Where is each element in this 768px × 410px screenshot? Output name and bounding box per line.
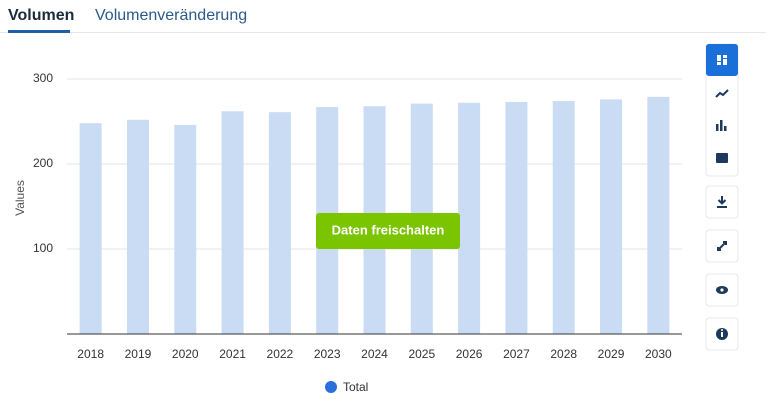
x-tick-label: 2020 bbox=[172, 347, 199, 361]
bar bbox=[174, 124, 197, 335]
bar bbox=[79, 123, 102, 334]
bar bbox=[552, 101, 575, 334]
bar bbox=[221, 111, 244, 334]
legend-label: Total bbox=[343, 380, 368, 394]
toolbar-table[interactable] bbox=[716, 153, 728, 163]
y-axis-label: Values bbox=[13, 180, 27, 216]
button-label[interactable]: Daten freischalten bbox=[332, 222, 445, 237]
legend-marker bbox=[325, 381, 337, 393]
bar bbox=[458, 102, 481, 334]
toolbar bbox=[705, 43, 739, 351]
x-tick-label: 2022 bbox=[267, 347, 294, 361]
x-tick-label: 2025 bbox=[408, 347, 435, 361]
x-tick-label: 2021 bbox=[219, 347, 246, 361]
x-tick-label: 2029 bbox=[598, 347, 625, 361]
bar bbox=[600, 99, 623, 335]
tab[interactable]: Volumenveränderung bbox=[95, 7, 247, 24]
tab-active[interactable]: Volumen bbox=[8, 7, 74, 24]
x-tick-label: 2028 bbox=[550, 347, 577, 361]
x-tick-label: 2024 bbox=[361, 347, 388, 361]
toolbar-dashboard[interactable] bbox=[706, 44, 738, 76]
unlock-button[interactable]: Daten freischalten bbox=[316, 213, 460, 249]
x-tick-label: 2027 bbox=[503, 347, 530, 361]
y-tick-label: 200 bbox=[33, 156, 53, 170]
tab-underline bbox=[8, 30, 70, 33]
bar bbox=[268, 112, 291, 335]
x-tick-label: 2018 bbox=[77, 347, 104, 361]
y-tick-label: 100 bbox=[33, 241, 53, 255]
x-tick-label: 2026 bbox=[456, 347, 483, 361]
toolbar-line[interactable] bbox=[715, 89, 729, 98]
x-tick-label: 2019 bbox=[125, 347, 152, 361]
bar bbox=[505, 101, 528, 334]
toolbar-bar[interactable] bbox=[716, 120, 727, 131]
button-bg[interactable] bbox=[316, 213, 460, 249]
x-tick-label: 2023 bbox=[314, 347, 341, 361]
bar bbox=[647, 96, 670, 334]
bar bbox=[126, 119, 149, 334]
x-tick-label: 2030 bbox=[645, 347, 672, 361]
y-tick-label: 300 bbox=[33, 71, 53, 85]
